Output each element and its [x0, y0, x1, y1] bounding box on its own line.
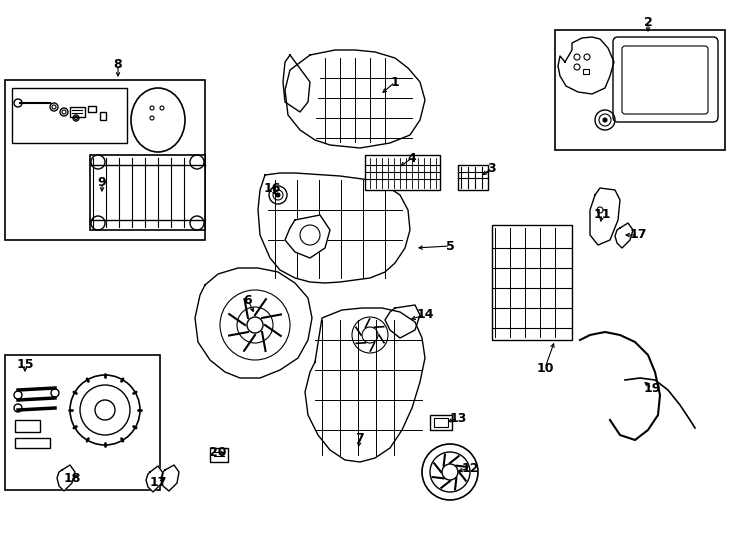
Text: 15: 15	[16, 359, 34, 372]
Text: 5: 5	[446, 240, 454, 253]
FancyBboxPatch shape	[613, 37, 718, 122]
Text: 6: 6	[244, 294, 252, 307]
Bar	[90, 155, 205, 230]
Text: 4: 4	[407, 152, 416, 165]
Polygon shape	[195, 268, 312, 378]
Text: 2: 2	[644, 16, 653, 29]
Bar	[15, 420, 40, 432]
Polygon shape	[558, 37, 614, 94]
Text: 17: 17	[629, 228, 647, 241]
Bar	[492, 225, 572, 340]
Text: 11: 11	[593, 208, 611, 221]
Text: 19: 19	[643, 381, 661, 395]
Bar	[583, 69, 589, 74]
Polygon shape	[305, 308, 425, 462]
Polygon shape	[285, 50, 425, 148]
Polygon shape	[385, 305, 420, 338]
Text: 17: 17	[149, 476, 167, 489]
Text: 20: 20	[209, 446, 227, 458]
Text: 10: 10	[537, 361, 553, 375]
Bar	[5, 355, 160, 490]
Polygon shape	[615, 223, 633, 248]
Bar	[210, 448, 228, 462]
Bar	[434, 418, 448, 427]
Polygon shape	[285, 215, 330, 258]
Bar	[365, 155, 440, 190]
Text: 1: 1	[390, 76, 399, 89]
Bar	[15, 438, 50, 448]
Polygon shape	[57, 465, 75, 491]
Text: 3: 3	[487, 161, 496, 174]
Bar	[12, 88, 127, 143]
Circle shape	[276, 193, 280, 197]
Text: 16: 16	[264, 181, 280, 194]
Polygon shape	[590, 188, 620, 245]
Bar	[458, 165, 488, 190]
Polygon shape	[283, 55, 310, 112]
Bar	[88, 106, 96, 112]
Polygon shape	[161, 465, 179, 491]
Text: 14: 14	[416, 308, 434, 321]
Text: 7: 7	[356, 431, 364, 444]
Bar	[555, 30, 725, 150]
Text: 8: 8	[114, 58, 123, 71]
Circle shape	[603, 118, 607, 122]
Polygon shape	[258, 173, 410, 283]
Text: 12: 12	[461, 462, 479, 475]
Bar	[5, 80, 205, 240]
Bar	[70, 107, 85, 117]
Text: 9: 9	[98, 177, 106, 190]
Text: 18: 18	[63, 471, 81, 484]
Polygon shape	[146, 466, 163, 492]
Bar	[430, 415, 452, 430]
Text: 13: 13	[449, 411, 467, 424]
Bar	[100, 112, 106, 120]
